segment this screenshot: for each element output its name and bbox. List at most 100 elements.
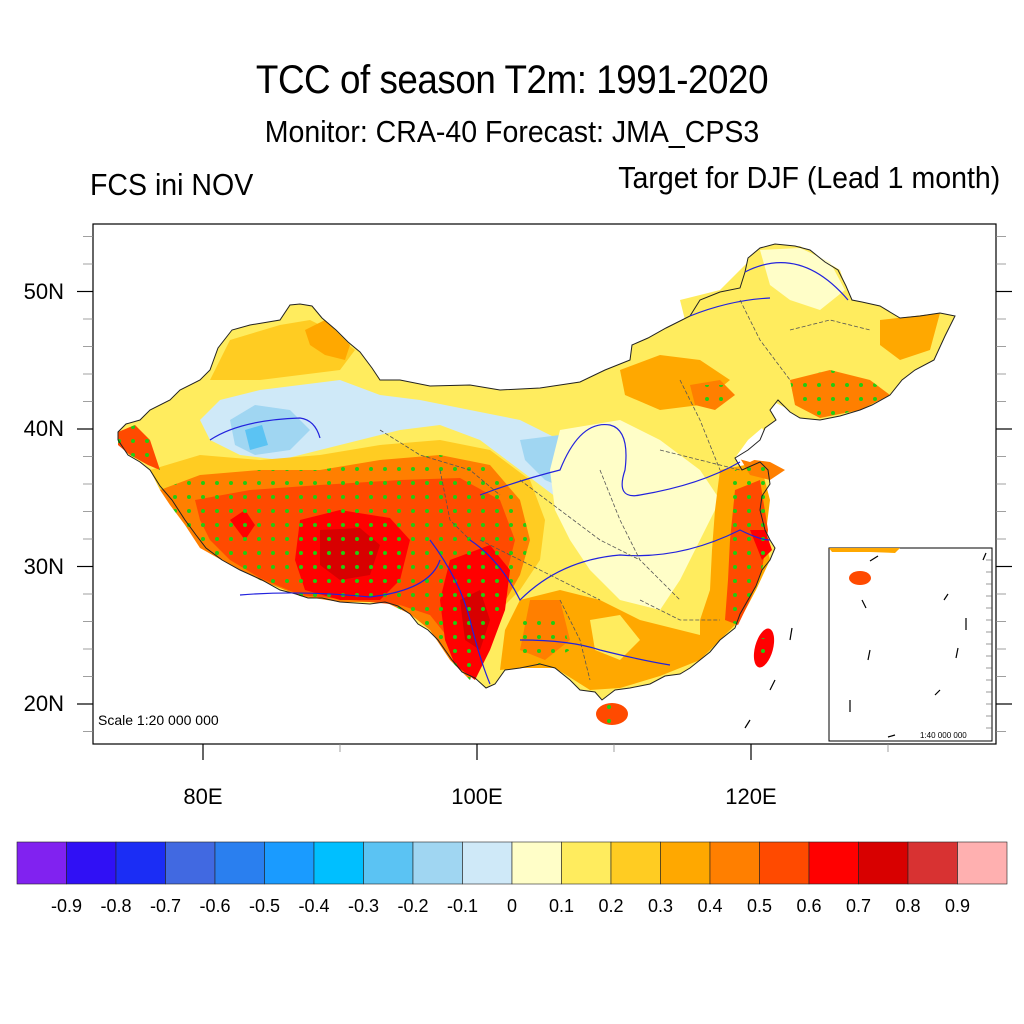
colorbar-tick-label: 0.8 xyxy=(895,896,921,916)
province-boundary xyxy=(559,599,591,681)
province-boundary xyxy=(439,469,471,541)
significance-stippling xyxy=(520,610,570,665)
significance-stippling xyxy=(754,638,774,658)
river-yangtze xyxy=(469,529,771,602)
significance-stippling xyxy=(790,370,890,418)
nine-dash-line-segment xyxy=(744,719,751,729)
region-tarim-inner-mongolia-lightblue xyxy=(200,380,640,520)
region-northeast-yellow xyxy=(680,246,940,418)
lat-tick-label: 40N xyxy=(23,416,64,441)
region-guangdong-yellow xyxy=(590,615,640,660)
colorbar-tick-label: 0.9 xyxy=(944,896,971,916)
colorbar-tick-label: 0.2 xyxy=(598,896,624,916)
colorbar-swatch xyxy=(66,841,117,885)
colorbar-tick-label: -0.3 xyxy=(347,896,380,916)
nine-dash-line-segment xyxy=(934,689,941,696)
colorbar-swatch xyxy=(808,841,859,885)
lon-tick-label: 80E xyxy=(183,784,223,809)
province-boundary xyxy=(379,429,501,496)
province-boundary xyxy=(519,479,641,561)
colorbar-swatch xyxy=(660,841,711,885)
colorbar-tick-label: -0.9 xyxy=(50,896,83,916)
river-yarlung xyxy=(239,559,441,598)
colorbar-tick-label: 0.6 xyxy=(796,896,822,916)
chart-subtitle: Monitor: CRA-40 Forecast: JMA_CPS3 xyxy=(264,114,760,149)
colorbar-tick-label: -0.1 xyxy=(446,896,479,916)
colorbar-tick-label: 0.4 xyxy=(697,896,723,916)
nine-dash-line-segment xyxy=(982,552,987,561)
lon-tick-label: 100E xyxy=(451,784,503,809)
province-boundary xyxy=(679,379,721,471)
province-boundary xyxy=(659,449,741,471)
significance-stippling xyxy=(725,465,770,625)
significance-stippling xyxy=(118,425,160,470)
colorbar-swatch xyxy=(907,841,958,885)
colorbar-tick-label: -0.6 xyxy=(199,896,231,916)
region-altai-orange xyxy=(305,320,350,360)
significance-stippling xyxy=(700,385,730,405)
colorbar-tick-label: 0.7 xyxy=(845,896,872,916)
river-mekong xyxy=(429,539,491,685)
colorbar-swatch xyxy=(412,841,463,885)
scale-label: Scale 1:20 000 000 xyxy=(98,712,219,728)
province-boundary xyxy=(789,319,871,331)
significance-stippling xyxy=(160,455,530,680)
colorbar-swatch xyxy=(214,841,265,885)
river-heilong-a xyxy=(689,297,771,317)
colorbar-swatch xyxy=(610,841,661,885)
province-boundary xyxy=(639,599,720,621)
river-pearl xyxy=(519,639,671,666)
colorbar-swatch xyxy=(264,841,315,885)
inset-hainan xyxy=(849,571,871,585)
colorbar-tick-label: 0.3 xyxy=(647,896,674,916)
region-tarim-core xyxy=(245,425,268,450)
region-sanjiang-orange xyxy=(880,313,940,360)
lat-tick-label: 20N xyxy=(23,691,64,716)
colorbar-swatch xyxy=(363,841,414,885)
nine-dash-line-segment xyxy=(867,649,871,661)
colorbar-swatch xyxy=(462,841,513,885)
province-boundary xyxy=(479,539,601,601)
nine-dash-line-segment xyxy=(769,679,776,691)
province-boundary xyxy=(599,469,681,601)
nine-dash-line-segment xyxy=(955,647,959,659)
colorbar-tick-label: -0.2 xyxy=(397,896,429,916)
nine-dash-line-segment xyxy=(887,734,896,738)
region-northeast-lightyellow xyxy=(760,248,845,310)
lat-tick-label: 30N xyxy=(23,553,64,579)
colorbar-swatch xyxy=(165,841,216,885)
colorbar-tick-label: 0 xyxy=(506,896,517,916)
nine-dash-line-segment xyxy=(861,599,867,609)
river-yellow xyxy=(479,423,741,497)
colorbar-tick-label: 0.1 xyxy=(548,896,575,916)
lon-tick-label: 120E xyxy=(725,784,777,809)
nine-dash-line-segment xyxy=(943,593,949,601)
colorbar-swatch xyxy=(16,841,67,885)
initialization-label: FCS ini NOV xyxy=(90,167,254,202)
china-border xyxy=(117,243,956,701)
colorbar-swatch xyxy=(759,841,810,885)
province-boundary xyxy=(739,299,791,381)
significance-stippling xyxy=(602,704,622,724)
colorbar-tick-label: -0.8 xyxy=(100,896,132,916)
colorbar-tick-label: -0.5 xyxy=(248,896,281,916)
colorbar-tick-label: -0.4 xyxy=(298,896,330,916)
colorbar-swatch xyxy=(313,841,364,885)
colorbar-swatch xyxy=(709,841,760,885)
chart-title: TCC of season T2m: 1991-2020 xyxy=(255,58,769,102)
region-north-china-lightyellow xyxy=(550,420,720,610)
river-tarim xyxy=(209,417,321,441)
colorbar-tick-label: 0.5 xyxy=(746,896,773,916)
colorbar-swatch xyxy=(511,841,562,885)
colorbar-swatch xyxy=(858,841,909,885)
colorbar-swatch xyxy=(957,841,1008,885)
river-amur xyxy=(744,262,849,301)
target-label: Target for DJF (Lead 1 month) xyxy=(617,160,1000,195)
inset-scale-label: 1:40 000 000 xyxy=(920,731,967,740)
colorbar-swatch xyxy=(561,841,612,885)
colorbar-tick-label: -0.7 xyxy=(149,896,182,916)
nine-dash-line-segment xyxy=(789,627,793,641)
lat-tick-label: 50N xyxy=(23,278,64,304)
colorbar-swatch xyxy=(115,841,166,885)
